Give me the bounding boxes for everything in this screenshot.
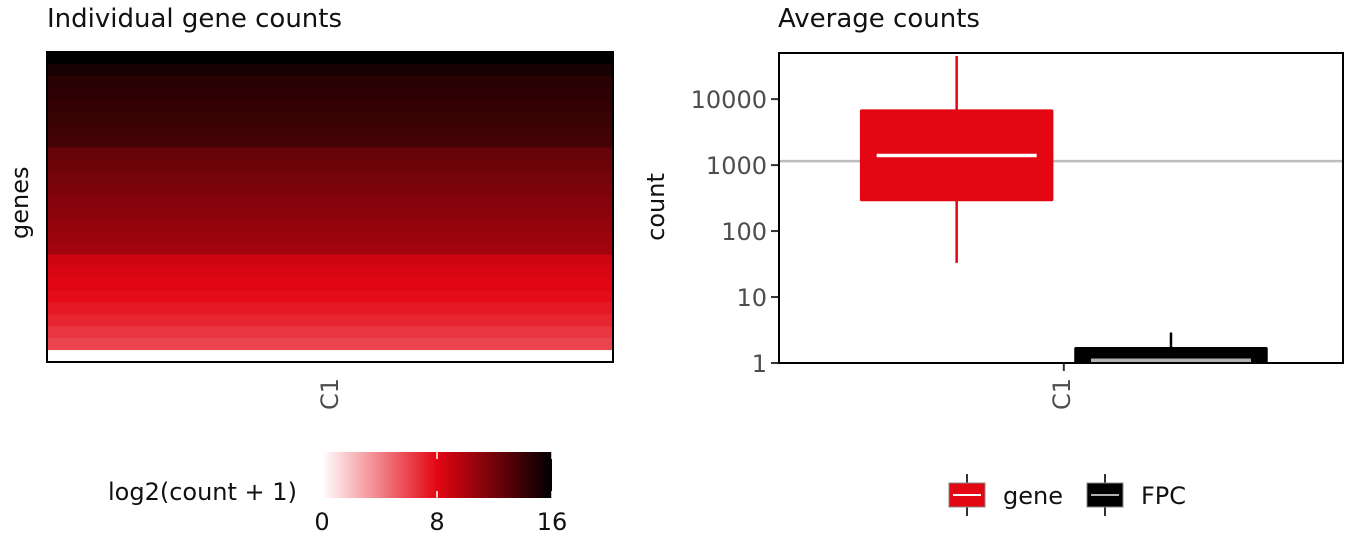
heatmap-cell [47, 159, 613, 172]
heatmap-cell [47, 87, 613, 101]
boxplot-title: Average counts [778, 4, 980, 34]
heatmap-cell [47, 278, 613, 292]
y-tick-label: 1000 [706, 152, 767, 180]
heatmap-cell [47, 326, 613, 339]
heatmap-cell [47, 242, 613, 256]
heatmap-legend-ticks: 0 8 16 [314, 452, 568, 536]
heatmap-legend-title: log2(count + 1) [108, 478, 297, 506]
heatmap-legend-colorbar [322, 452, 552, 498]
heatmap-cell [47, 350, 613, 363]
y-tick-label: 10 [736, 284, 767, 312]
boxplot-legend-keys: gene FPC [948, 474, 1186, 516]
heatmap-cell [47, 338, 613, 351]
legend-tick-label: 16 [537, 508, 568, 536]
heatmap-cell [47, 63, 613, 77]
y-tick-label: 100 [721, 218, 767, 246]
boxplot-panel-border [778, 52, 1344, 364]
heatmap-cell [47, 99, 613, 113]
heatmap-cell [47, 195, 613, 208]
heatmap-cell [47, 314, 613, 327]
heatmap-cell [47, 218, 613, 232]
heatmap-cell [47, 111, 613, 125]
heatmap-cell [47, 123, 613, 137]
heatmap-cell [47, 75, 613, 89]
y-tick-label: 1 [752, 350, 767, 378]
legend-tick-label: 8 [429, 508, 444, 536]
legend-tick-label: 0 [314, 508, 329, 536]
heatmap-plot [46, 51, 614, 363]
heatmap-cell [47, 135, 613, 148]
heatmap-cell [47, 302, 613, 315]
y-tick-label: 10000 [691, 86, 767, 114]
heatmap-x-tick-label: C1 [316, 377, 344, 411]
heatmap-cell [47, 183, 613, 196]
heatmap-y-axis-title: genes [6, 166, 34, 239]
heatmap-panel-border [46, 51, 614, 363]
heatmap-cell [47, 207, 613, 220]
heatmap-title: Individual gene counts [47, 4, 343, 34]
heatmap-cell [47, 290, 613, 303]
boxplot-plot: 1 10 100 1000 10000 [691, 52, 1344, 378]
legend-label: FPC [1141, 482, 1186, 510]
heatmap-cell [47, 147, 613, 160]
heatmap-cell [47, 266, 613, 280]
heatmap-cell [47, 230, 613, 244]
heatmap-cell [47, 171, 613, 184]
boxplot-x-tick-label: C1 [1048, 377, 1076, 411]
legend-label: gene [1003, 482, 1063, 510]
boxplot-legend: gene FPC [945, 472, 1205, 522]
heatmap-cell [47, 52, 613, 65]
heatmap-cell [47, 254, 613, 268]
